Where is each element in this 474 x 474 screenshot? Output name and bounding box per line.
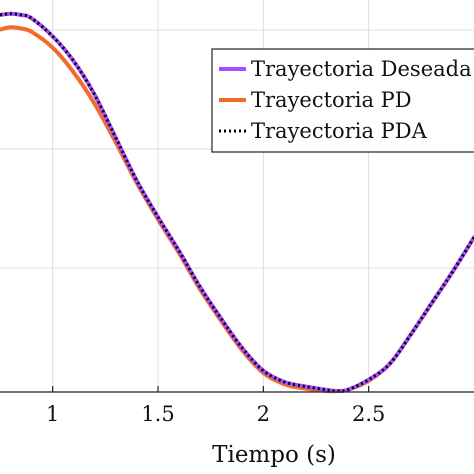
x-ticks: 1 1.5 2 2.5 bbox=[46, 386, 385, 426]
x-tick-label-0: 1 bbox=[46, 402, 59, 426]
legend: Trayectoria Deseada Trayectoria PD Traye… bbox=[211, 48, 474, 153]
series-lines bbox=[0, 11, 474, 394]
x-tick-label-3: 2.5 bbox=[352, 402, 385, 426]
series-line-0 bbox=[0, 11, 474, 394]
legend-label-pda: Trayectoria PDA bbox=[251, 119, 428, 143]
x-tick-label-2: 2 bbox=[257, 402, 270, 426]
x-tick-label-1: 1.5 bbox=[141, 402, 174, 426]
x-axis-label: Tiempo (s) bbox=[212, 442, 336, 468]
legend-box bbox=[211, 48, 474, 153]
legend-label-deseada: Trayectoria Deseada bbox=[251, 57, 472, 81]
legend-label-pd: Trayectoria PD bbox=[251, 88, 412, 112]
